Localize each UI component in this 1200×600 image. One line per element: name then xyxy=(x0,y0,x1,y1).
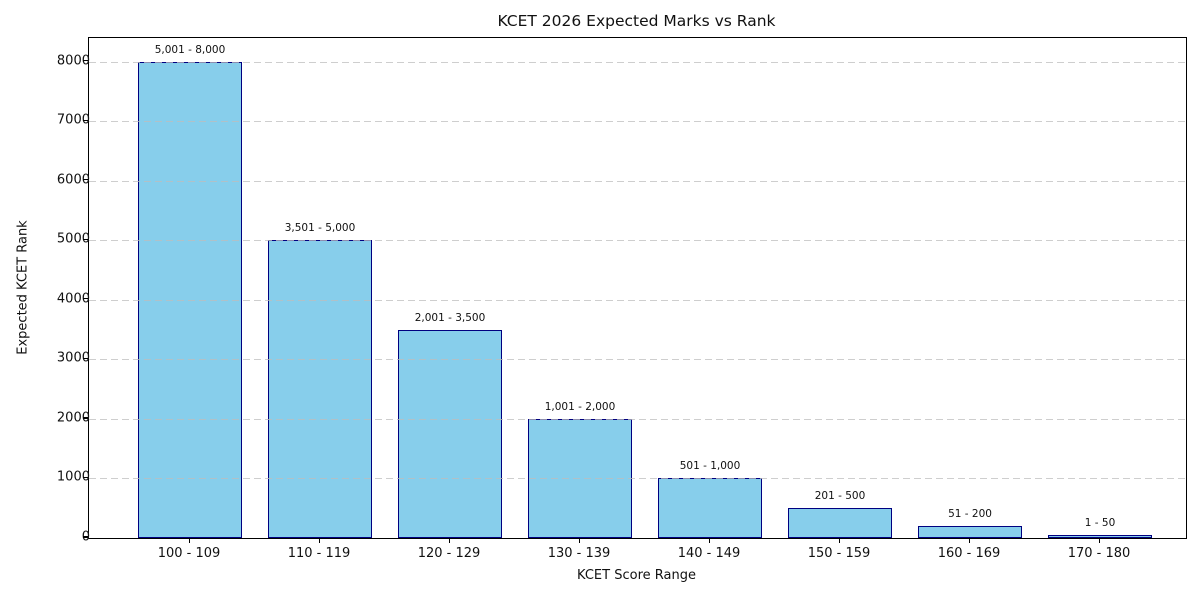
bar-value-label: 3,501 - 5,000 xyxy=(284,222,356,235)
x-tick-label: 110 - 119 xyxy=(287,546,351,561)
y-axis-label: Expected KCET Rank xyxy=(15,220,31,355)
x-tick-mark xyxy=(1099,538,1101,543)
y-tick-label: 5000 xyxy=(56,231,90,247)
x-tick-mark xyxy=(579,538,581,543)
gridline xyxy=(89,61,1186,63)
y-tick-mark xyxy=(83,60,88,62)
y-tick-mark xyxy=(83,357,88,360)
gridline xyxy=(89,240,1186,242)
y-tick-label: 4000 xyxy=(56,291,90,307)
chart-title: KCET 2026 Expected Marks vs Rank xyxy=(497,12,776,30)
y-tick-mark xyxy=(83,536,88,538)
y-tick-mark xyxy=(83,238,88,240)
y-tick-mark xyxy=(83,298,88,300)
x-tick-label: 140 - 149 xyxy=(677,546,741,561)
x-tick-label: 160 - 169 xyxy=(937,546,1001,561)
x-tick-mark xyxy=(449,538,451,543)
y-tick-label: 3000 xyxy=(56,350,90,366)
gridline xyxy=(89,418,1186,420)
bar-value-label: 1 - 50 xyxy=(1084,517,1116,530)
gridline xyxy=(89,478,1186,480)
bar xyxy=(658,478,762,538)
bar-value-label: 501 - 1,000 xyxy=(679,460,741,473)
bar xyxy=(398,329,502,538)
x-tick-mark xyxy=(839,538,841,543)
x-tick-mark xyxy=(709,538,711,543)
x-tick-label: 100 - 109 xyxy=(157,546,221,561)
y-tick-label: 7000 xyxy=(56,112,90,128)
x-axis-label: KCET Score Range xyxy=(577,568,696,583)
bar-value-label: 1,001 - 2,000 xyxy=(544,400,616,413)
y-tick-mark xyxy=(83,417,88,419)
bar-value-label: 5,001 - 8,000 xyxy=(154,43,226,56)
y-tick-label: 2000 xyxy=(56,410,90,426)
y-tick-mark xyxy=(83,476,88,479)
x-tick-mark xyxy=(319,538,321,543)
x-tick-label: 150 - 159 xyxy=(807,546,871,561)
gridline xyxy=(89,359,1186,361)
bar xyxy=(918,526,1022,538)
y-tick-mark xyxy=(83,179,88,181)
gridline xyxy=(89,180,1186,182)
gridline xyxy=(89,121,1186,123)
gridline xyxy=(89,299,1186,301)
y-tick-label: 6000 xyxy=(56,172,90,188)
bar-value-label: 201 - 500 xyxy=(814,490,866,503)
x-tick-mark xyxy=(189,538,191,543)
x-tick-mark xyxy=(969,538,971,543)
bar xyxy=(788,508,892,538)
x-tick-label: 120 - 129 xyxy=(417,546,481,561)
plot-area: 5,001 - 8,000 3,501 - 5,000 2,001 - 3,500 1… xyxy=(88,37,1187,539)
bar xyxy=(268,240,372,538)
y-tick-mark xyxy=(83,119,88,121)
bar-value-label: 51 - 200 xyxy=(948,508,992,521)
x-tick-label: 130 - 139 xyxy=(547,546,611,561)
x-tick-label: 170 - 180 xyxy=(1067,546,1131,561)
bar xyxy=(1048,535,1152,538)
y-tick-label: 8000 xyxy=(56,53,90,69)
bar-value-label: 2,001 - 3,500 xyxy=(414,311,486,324)
y-tick-label: 1000 xyxy=(56,469,90,485)
